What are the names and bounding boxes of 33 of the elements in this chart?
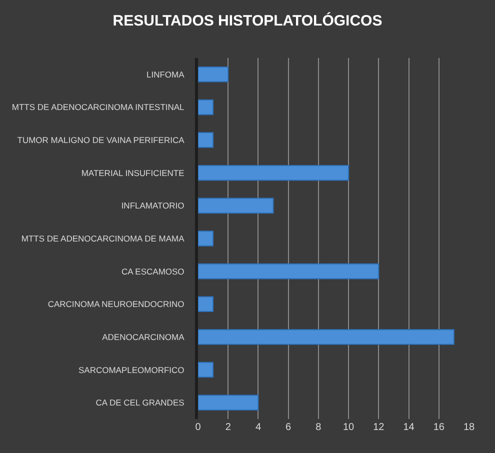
y-tick-label: TUMOR MALIGNO DE VAINA PERIFERICA	[17, 135, 185, 146]
y-tick-label: INFLAMATORIO	[121, 200, 185, 211]
y-tick-label: SARCOMAPLEOMORFICO	[78, 364, 185, 375]
x-tick-label: 16	[433, 422, 445, 433]
x-tick-label: 18	[463, 422, 475, 433]
bar	[198, 66, 229, 82]
x-tick-label: 6	[286, 422, 292, 433]
bar	[198, 296, 214, 312]
x-tick-label: 10	[342, 422, 355, 433]
x-tick-label: 14	[403, 422, 415, 433]
bar	[198, 99, 214, 116]
bar	[198, 362, 214, 378]
chart-title: RESULTADOS HISTOPLATOLÓGICOS	[112, 12, 382, 30]
y-tick-label: CA DE CEL GRANDES	[96, 398, 185, 408]
y-tick-label: LINFOMA	[146, 69, 185, 80]
y-tick-label: MTTS DE ADENOCARCINOMA DE MAMA	[21, 233, 185, 244]
x-tick-label: 0	[195, 422, 202, 433]
x-tick-label: 8	[316, 422, 322, 433]
bar	[198, 263, 380, 280]
bar	[198, 329, 454, 345]
y-tick-label: MATERIAL INSUFICIENTE	[81, 168, 185, 178]
bar	[198, 132, 214, 148]
y-tick-label: ADENOCARCINOMA	[102, 332, 185, 342]
x-tick-label: 2	[225, 422, 232, 433]
x-tick-label: 4	[255, 422, 262, 433]
y-tick-label: CARCINOMA NEUROENDOCRINO	[48, 299, 185, 310]
bar	[198, 394, 259, 410]
bar	[198, 198, 274, 214]
bar	[198, 230, 214, 246]
y-tick-label: CA ESCAMOSO	[121, 266, 185, 276]
x-tick-label: 12	[373, 422, 385, 433]
bar	[198, 164, 350, 181]
y-tick-label: MTTS DE ADENOCARCINOMA INTESTINAL	[12, 102, 185, 112]
